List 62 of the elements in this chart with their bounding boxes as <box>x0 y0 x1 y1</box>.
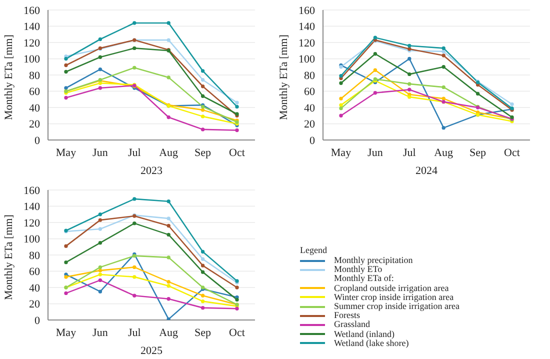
x-axis-title: 2024 <box>416 165 438 177</box>
legend-label: Monthly precipitation <box>334 255 413 266</box>
y-tick-label: 120 <box>24 37 40 50</box>
legend-label: Monthly ETo <box>334 264 382 274</box>
y-axis-title: Monthly ETa [mm] <box>2 214 15 300</box>
y-tick-label: 40 <box>304 102 316 114</box>
y-tick-label: 140 <box>24 21 40 34</box>
y-tick-label: 80 <box>304 70 316 82</box>
y-tick-label: 80 <box>29 250 40 262</box>
y-tick-label: 0 <box>310 134 316 147</box>
legend-title: Legend <box>300 245 328 256</box>
y-tick-label: 100 <box>24 54 40 66</box>
y-tick-label: 60 <box>29 86 40 98</box>
x-tick-label: Oct <box>229 146 245 159</box>
y-tick-label: 40 <box>29 282 40 294</box>
legend-label: Summer crop inside irrigation area <box>334 300 460 312</box>
y-tick-label: 40 <box>29 102 40 114</box>
y-tick-label: 100 <box>298 54 316 66</box>
legend-label: Wetland (inland) <box>334 328 395 339</box>
x-tick-label: Oct <box>229 326 245 339</box>
x-tick-label: Oct <box>504 146 520 159</box>
x-tick-label: Aug <box>159 146 179 159</box>
x-tick-label: Jul <box>128 146 141 159</box>
y-tick-label: 0 <box>34 134 40 147</box>
y-axis-title: Monthly ETa [mm] <box>2 34 15 120</box>
x-tick-label: May <box>330 146 352 159</box>
legend-label: Winter crop inside irrigation area <box>334 292 454 302</box>
x-tick-label: Jun <box>92 146 108 159</box>
y-tick-label: 140 <box>298 21 316 34</box>
y-tick-label: 20 <box>29 298 40 311</box>
x-axis-title: 2023 <box>140 165 163 177</box>
x-tick-label: May <box>56 146 77 159</box>
y-tick-label: 60 <box>29 266 40 278</box>
y-tick-label: 120 <box>298 37 316 50</box>
x-tick-label: Sep <box>194 326 212 339</box>
y-tick-label: 60 <box>304 86 316 98</box>
x-tick-label: Aug <box>159 326 179 339</box>
x-tick-label: Jul <box>128 326 141 339</box>
y-tick-label: 160 <box>298 4 316 17</box>
legend-label: Forests <box>334 310 360 320</box>
text: Monthly ETa of: <box>333 273 395 284</box>
y-tick-label: 120 <box>24 217 40 230</box>
x-tick-label: May <box>56 326 77 339</box>
legend-label: Wetland (lake shore) <box>334 338 409 348</box>
y-tick-label: 160 <box>24 184 40 197</box>
y-tick-label: 100 <box>24 234 40 246</box>
legend-label: Grassland <box>334 319 370 330</box>
y-tick-label: 160 <box>24 4 40 17</box>
x-axis-title: 2025 <box>140 345 163 357</box>
x-tick-label: Jun <box>92 326 108 339</box>
y-tick-label: 20 <box>304 118 316 131</box>
x-tick-label: Sep <box>470 146 487 159</box>
x-tick-label: Aug <box>434 146 454 159</box>
x-tick-label: Sep <box>194 146 212 159</box>
y-axis-title: Monthly ETa [mm] <box>278 34 290 120</box>
y-tick-label: 140 <box>24 201 40 214</box>
y-tick-label: 0 <box>34 314 40 327</box>
y-tick-label: 20 <box>29 118 40 131</box>
x-tick-label: Jul <box>402 146 416 159</box>
x-tick-label: Jun <box>368 146 384 159</box>
legend-label: Cropland outside irrigation area <box>334 282 449 293</box>
y-tick-label: 80 <box>29 70 40 82</box>
